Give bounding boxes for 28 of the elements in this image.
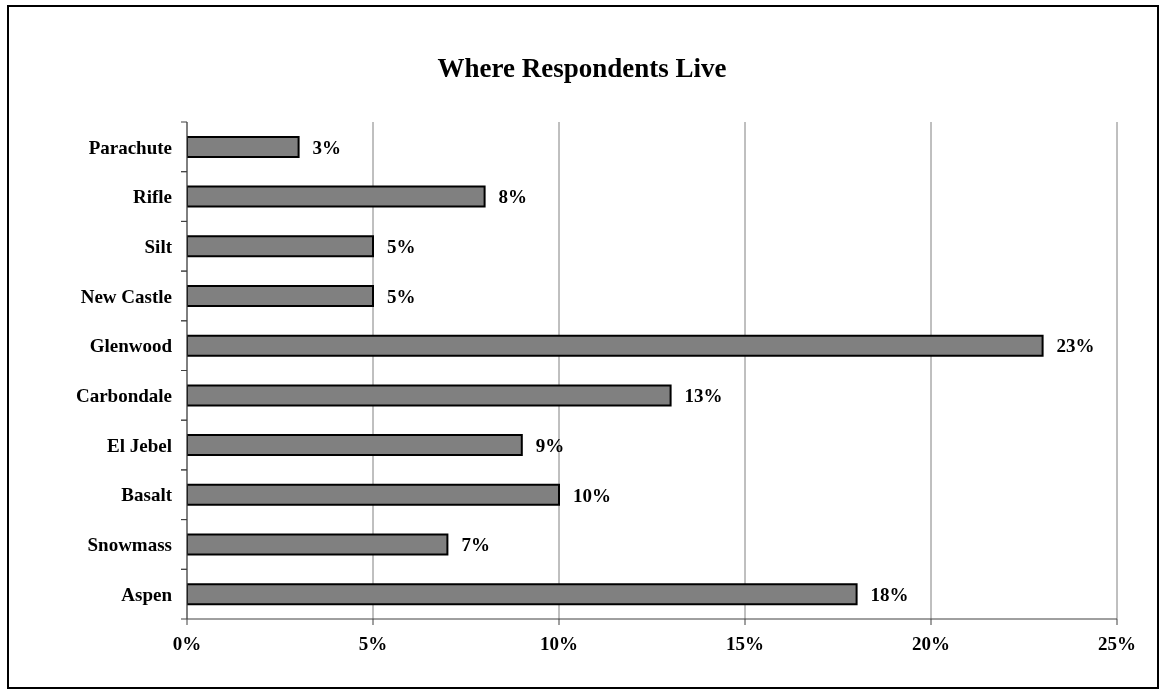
y-tick-label: Carbondale [75, 385, 172, 406]
y-tick-label: Silt [144, 235, 173, 257]
data-label: 13% [684, 385, 723, 407]
y-tick-label: El Jebel [107, 434, 172, 456]
data-label: 5% [387, 285, 416, 307]
x-tick-label: 5% [358, 633, 388, 655]
chart-title: Where Respondents Live [436, 52, 728, 85]
x-tick-label: 15% [726, 633, 764, 655]
bar [187, 135, 300, 158]
data-label: 23% [1056, 335, 1095, 357]
data-label: 8% [498, 186, 528, 208]
y-tick-label: New Castle [80, 285, 172, 307]
y-tick-label: Basalt [121, 484, 173, 506]
x-tick-label: 0% [172, 633, 202, 655]
data-label: 3% [312, 136, 342, 158]
data-label: 10% [573, 484, 611, 506]
x-tick-label: 10% [540, 633, 578, 655]
data-label: 5% [387, 236, 416, 258]
data-label: 9% [535, 434, 565, 456]
y-tick-label: Aspen [121, 583, 173, 605]
y-tick-label: Parachute [88, 136, 172, 158]
y-tick-label: Rifle [132, 186, 172, 208]
y-tick-label: Snowmass [87, 534, 172, 556]
y-tick-label: Glenwood [89, 335, 173, 357]
x-tick-label: 20% [912, 633, 950, 655]
data-label: 18% [870, 583, 909, 605]
data-label: 7% [461, 534, 490, 556]
x-tick-label: 25% [1098, 633, 1136, 655]
